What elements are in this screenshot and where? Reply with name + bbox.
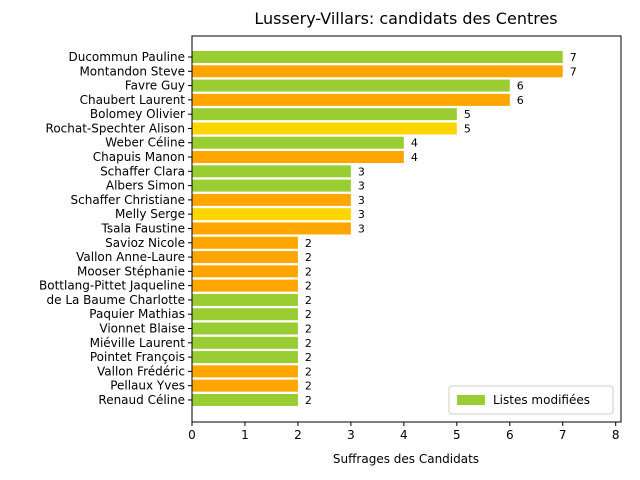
- value-label: 7: [570, 51, 577, 64]
- value-label: 2: [305, 280, 312, 293]
- legend-swatch: [457, 395, 485, 405]
- bar: [192, 193, 351, 206]
- y-tick-label: Schaffer Christiane: [71, 193, 185, 207]
- x-tick-label: 0: [188, 428, 196, 442]
- value-label: 2: [305, 351, 312, 364]
- value-label: 3: [358, 194, 365, 207]
- bar: [192, 93, 510, 106]
- plot-area: Ducommun Pauline 7 Montandon Steve 7 Favre G…: [39, 35, 622, 442]
- bar: [192, 322, 298, 335]
- axes-frame: [191, 35, 622, 423]
- x-tick-label: 1: [241, 428, 249, 442]
- y-tick-label: Pellaux Yves: [110, 379, 185, 393]
- y-tick-label: Renaud Céline: [98, 393, 185, 407]
- value-label: 2: [305, 237, 312, 250]
- y-tick-label: Ducommun Pauline: [68, 50, 185, 64]
- bar: [192, 136, 404, 149]
- value-label: 3: [358, 165, 365, 178]
- value-label: 7: [570, 65, 577, 78]
- bar: [192, 122, 457, 135]
- value-label: 4: [411, 151, 418, 164]
- value-label: 6: [517, 80, 524, 93]
- y-tick-label: de La Baume Charlotte: [47, 293, 186, 307]
- value-label: 2: [305, 394, 312, 407]
- bar: [192, 279, 298, 292]
- value-label: 5: [464, 108, 471, 121]
- bar: [192, 222, 351, 235]
- y-tick-label: Bottlang-Pittet Jaqueline: [39, 279, 185, 293]
- x-tick-label: 7: [559, 428, 567, 442]
- value-label: 2: [305, 337, 312, 350]
- bar: [192, 165, 351, 178]
- value-label: 2: [305, 308, 312, 321]
- value-label: 2: [305, 294, 312, 307]
- y-tick-label: Pointet François: [90, 350, 185, 364]
- x-axis-label: Suffrages des Candidats: [333, 452, 479, 466]
- y-tick-label: Albers Simon: [106, 179, 185, 193]
- bar: [192, 51, 563, 63]
- y-tick-label: Paquier Mathias: [89, 307, 185, 321]
- value-label: 2: [305, 365, 312, 378]
- bar: [192, 365, 298, 378]
- value-label: 2: [305, 251, 312, 264]
- x-tick-label: 3: [347, 428, 355, 442]
- bar: [192, 79, 510, 92]
- bar: [192, 393, 298, 406]
- y-tick-label: Melly Serge: [115, 207, 185, 221]
- bar: [192, 179, 351, 192]
- bar: [192, 379, 298, 392]
- y-tick-label: Schaffer Clara: [100, 164, 185, 178]
- legend-box: [448, 385, 614, 415]
- x-tick-label: 2: [294, 428, 302, 442]
- y-tick-label: Tsala Faustine: [101, 221, 186, 235]
- y-tick-label: Bolomey Olivier: [90, 107, 185, 121]
- legend-label: Listes modifiées: [493, 393, 590, 407]
- y-tick-label: Chapuis Manon: [93, 150, 185, 164]
- value-label: 3: [358, 208, 365, 221]
- x-tick-label: 4: [400, 428, 408, 442]
- y-tick-label: Miéville Laurent: [90, 336, 186, 350]
- bar: [192, 351, 298, 364]
- bar: [192, 108, 457, 121]
- bar: [192, 265, 298, 278]
- value-label: 4: [411, 137, 418, 150]
- bar: [192, 65, 563, 78]
- value-label: 6: [517, 94, 524, 107]
- value-label: 3: [358, 222, 365, 235]
- x-tick-label: 6: [506, 428, 514, 442]
- bar: [192, 251, 298, 264]
- y-tick-label: Mooser Stéphanie: [77, 264, 185, 278]
- x-tick-label: 8: [612, 428, 620, 442]
- value-label: 2: [305, 380, 312, 393]
- value-label: 2: [305, 265, 312, 278]
- y-tick-label: Chaubert Laurent: [80, 93, 186, 107]
- bar: [192, 208, 351, 221]
- y-tick-label: Favre Guy: [125, 79, 185, 93]
- y-tick-label: Weber Céline: [105, 136, 185, 150]
- y-tick-label: Savioz Nicole: [105, 236, 185, 250]
- value-label: 2: [305, 323, 312, 336]
- y-tick-label: Vallon Anne-Laure: [76, 250, 185, 264]
- y-tick-label: Vallon Frédéric: [97, 364, 185, 378]
- bar: [192, 308, 298, 321]
- y-tick-label: Montandon Steve: [79, 64, 185, 78]
- value-label: 5: [464, 122, 471, 135]
- x-tick-label: 5: [453, 428, 461, 442]
- y-tick-label: Vionnet Blaise: [99, 322, 185, 336]
- chart-title: Lussery-Villars: candidats des Centres: [254, 9, 557, 28]
- y-tick-label: Rochat-Spechter Alison: [46, 121, 185, 135]
- bar: [192, 293, 298, 306]
- bar: [192, 236, 298, 249]
- value-label: 3: [358, 180, 365, 193]
- bar: [192, 151, 404, 164]
- bar: [192, 336, 298, 349]
